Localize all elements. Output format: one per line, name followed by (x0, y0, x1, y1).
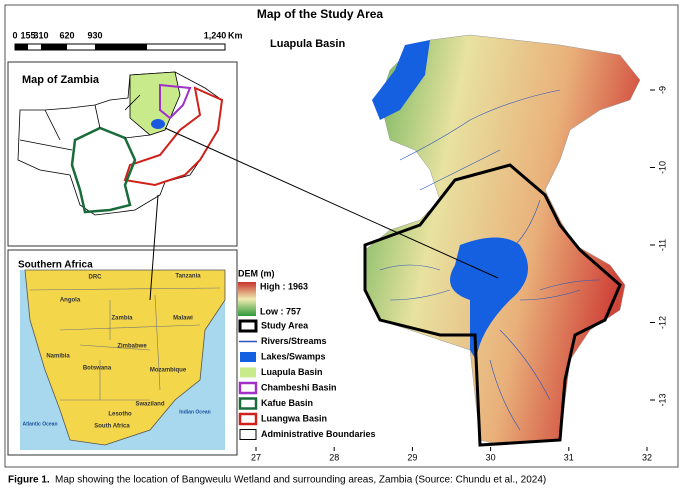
country-label: DRC (89, 275, 103, 281)
rivers (379, 89, 601, 431)
southern-africa-land (24, 269, 226, 446)
bangweulu-lake (450, 237, 528, 360)
legend-title: DEM (m) (238, 268, 275, 278)
zambia-map (17, 71, 224, 216)
legend-label: Chambeshi Basin (261, 382, 337, 392)
lake-mweru (372, 40, 430, 120)
y-tick-label: -12 (657, 316, 667, 329)
legend-label: Luapula Basin (261, 367, 323, 377)
x-tick-label: 31 (564, 452, 574, 462)
scale-label: 155 (20, 30, 35, 40)
y-tick-label: -13 (657, 393, 667, 406)
legend-swatch (238, 319, 258, 333)
legend-label: Lakes/Swamps (261, 351, 326, 361)
country-label: South Africa (94, 424, 130, 430)
legend-swatch (239, 429, 257, 440)
country-label: Malawi (173, 316, 193, 322)
pointer-line (149, 194, 159, 301)
country-label: Tanzania (175, 274, 201, 280)
scale-bar (14, 43, 226, 51)
legend: DEM (m) High : 1963 Low : 757 (238, 268, 308, 316)
country-label: Swaziland (135, 402, 164, 408)
scale-label: 0 (12, 30, 17, 40)
country-label: Angola (60, 298, 81, 304)
country-label: Namibia (46, 354, 70, 360)
legend-swatch (240, 352, 256, 362)
legend-label: Administrative Boundaries (261, 429, 376, 439)
luapula-label: Luapula Basin (270, 38, 345, 50)
country-label: Zimbabwe (117, 344, 147, 350)
country-label: Zambia (111, 316, 133, 322)
country-label: Indian Ocean (179, 409, 210, 415)
country-label: Lesotho (108, 412, 132, 418)
x-tick-label: 32 (642, 452, 652, 462)
scale-label: 930 (87, 30, 102, 40)
legend-label: Kafue Basin (261, 398, 313, 408)
pointer-line (164, 127, 499, 279)
y-tick-label: -10 (657, 161, 667, 174)
x-tick-label: 28 (329, 452, 339, 462)
study-area-outline (363, 163, 622, 447)
scale-unit: Km (228, 30, 243, 40)
country-label: Mozambique (150, 368, 187, 374)
y-tick-label: -11 (657, 239, 667, 251)
southern-africa-title: Southern Africa (18, 260, 93, 271)
country-borders (29, 287, 221, 401)
caption-text: Map showing the location of Bangweulu We… (55, 475, 546, 486)
country-label: Botswana (83, 366, 112, 372)
caption-label: Figure 1. (8, 475, 50, 486)
x-tick-label: 27 (251, 452, 261, 462)
legend-label: Rivers/Streams (261, 336, 327, 346)
y-tick-label: -9 (657, 86, 667, 94)
legend-label: Luangwa Basin (261, 413, 327, 423)
zambia-inset-title: Map of Zambia (22, 74, 100, 86)
country-label: Atlantic Ocean (22, 421, 57, 427)
legend-swatch (238, 381, 258, 395)
x-tick-label: 30 (486, 452, 496, 462)
legend-swatch (238, 397, 258, 410)
scale-label: 620 (59, 30, 74, 40)
legend-low: Low : 757 (260, 306, 301, 316)
dem-ramp (238, 282, 256, 316)
scale-label: 310 (33, 30, 48, 40)
legend-swatch (240, 367, 256, 378)
legend-label: Study Area (261, 320, 309, 330)
scale-label: 1,240 (204, 30, 227, 40)
legend-swatch (238, 412, 258, 426)
legend-high: High : 1963 (260, 281, 308, 291)
map-title: Map of the Study Area (257, 7, 384, 21)
x-tick-label: 29 (407, 452, 417, 462)
